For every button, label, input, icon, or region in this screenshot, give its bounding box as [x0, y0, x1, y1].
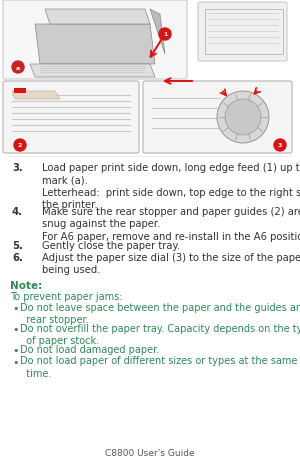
Bar	[0, 0, 300, 158]
Text: Do not load damaged paper.: Do not load damaged paper.	[20, 344, 159, 355]
Text: •: •	[12, 345, 19, 356]
Polygon shape	[30, 65, 155, 78]
Text: 6.: 6.	[12, 252, 23, 263]
Bar	[14, 89, 26, 94]
Text: 3.: 3.	[12, 163, 23, 173]
Text: Do not overfill the paper tray. Capacity depends on the type
  of paper stock.: Do not overfill the paper tray. Capacity…	[20, 323, 300, 346]
Polygon shape	[12, 92, 60, 100]
Text: To prevent paper jams:: To prevent paper jams:	[10, 291, 122, 301]
Text: C8800 User’s Guide: C8800 User’s Guide	[105, 448, 195, 457]
Text: 5.: 5.	[12, 240, 23, 250]
Bar	[205, 10, 283, 55]
Circle shape	[14, 140, 26, 152]
FancyBboxPatch shape	[198, 3, 287, 62]
FancyBboxPatch shape	[3, 1, 187, 80]
Polygon shape	[45, 10, 150, 25]
Text: Gently close the paper tray.: Gently close the paper tray.	[42, 240, 180, 250]
Polygon shape	[150, 10, 165, 55]
Text: •: •	[12, 325, 19, 334]
Text: Adjust the paper size dial (3) to the size of the paper
being used.: Adjust the paper size dial (3) to the si…	[42, 252, 300, 275]
Circle shape	[274, 140, 286, 152]
Polygon shape	[35, 25, 155, 65]
Circle shape	[217, 92, 269, 144]
Text: 3: 3	[278, 143, 282, 148]
FancyBboxPatch shape	[3, 82, 139, 154]
Text: Do not leave space between the paper and the guides and
  rear stopper.: Do not leave space between the paper and…	[20, 302, 300, 325]
Text: Note:: Note:	[10, 281, 42, 290]
Text: Do not load paper of different sizes or types at the same
  time.: Do not load paper of different sizes or …	[20, 356, 297, 378]
Text: 2: 2	[18, 143, 22, 148]
Circle shape	[159, 29, 171, 41]
FancyBboxPatch shape	[143, 82, 292, 154]
Text: a: a	[16, 65, 20, 70]
Text: 1: 1	[163, 32, 167, 38]
Circle shape	[225, 100, 261, 136]
Circle shape	[12, 62, 24, 74]
Text: •: •	[12, 357, 19, 367]
Text: 4.: 4.	[12, 206, 23, 217]
Text: Load paper print side down, long edge feed (1) up to
mark (a).
Letterhead:  prin: Load paper print side down, long edge fe…	[42, 163, 300, 210]
Text: •: •	[12, 303, 19, 313]
Text: Make sure the rear stopper and paper guides (2) are
snug against the paper.
For : Make sure the rear stopper and paper gui…	[42, 206, 300, 241]
